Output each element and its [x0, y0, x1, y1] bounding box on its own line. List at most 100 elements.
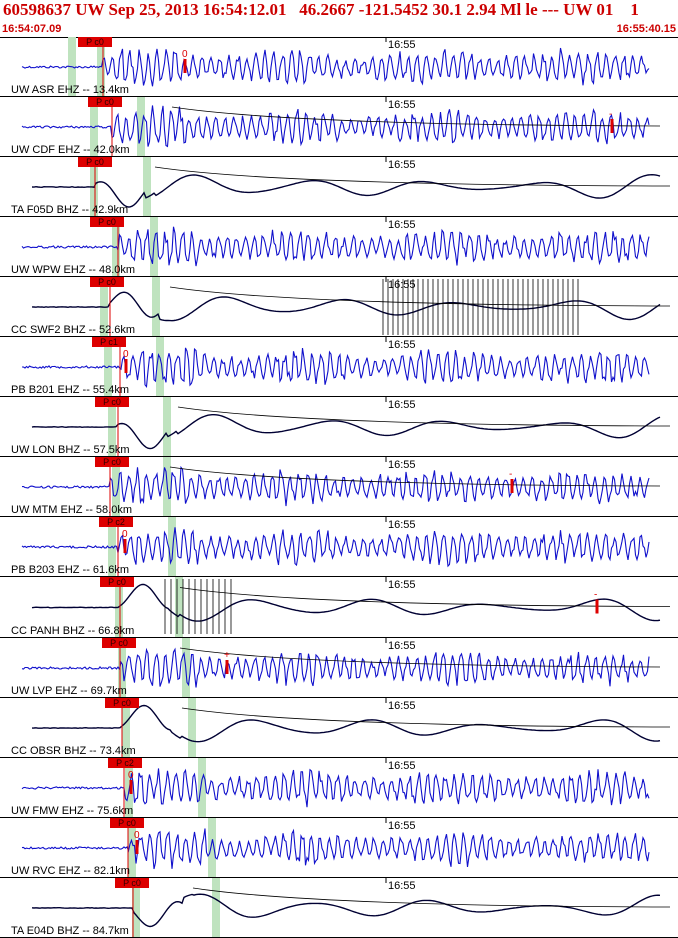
seismogram-trace [21, 47, 650, 87]
pick-window [208, 818, 216, 877]
pick-window [198, 758, 206, 817]
event-title: 60598637 UW Sep 25, 2013 16:54:12.01 46.… [3, 0, 639, 19]
pick-tag[interactable]: P c1 [92, 337, 126, 347]
pick-window [163, 397, 171, 456]
pick-tag[interactable]: P c0 [95, 457, 129, 467]
trace-panel: 0 16:55 P c2 UW FMW EHZ -- 75.6km [0, 758, 678, 818]
station-label: UW LON BHZ -- 57.5km [11, 444, 130, 456]
pick-window [132, 878, 140, 937]
station-label: UW LVP EHZ -- 69.7km [11, 685, 127, 697]
pick-tag[interactable]: P c0 [95, 397, 129, 407]
trace-panel: 16:55 P c0 UW WPW EHZ -- 48.0km [0, 217, 678, 277]
amplitude-marker [225, 660, 229, 674]
seismogram-trace [21, 527, 650, 568]
seismogram-trace [22, 347, 650, 388]
minute-tick-label: 16:55 [388, 39, 416, 51]
trace-panel: 16:55 P c0 CC SWF2 BHZ -- 52.6km [0, 277, 678, 337]
amplitude-marker [124, 359, 128, 373]
minute-tick-label: 16:55 [388, 880, 416, 892]
minute-tick-label: 16:55 [388, 579, 416, 591]
station-label: UW ASR EHZ -- 13.4km [11, 84, 129, 96]
minute-tick-label: 16:55 [388, 339, 416, 351]
pick-tag[interactable]: P c0 [90, 217, 124, 227]
amplitude-marker-label: 0 [123, 349, 129, 360]
minute-tick-label: 16:55 [388, 760, 416, 772]
amplitude-marker [183, 59, 187, 73]
amplitude-marker [123, 539, 127, 553]
amplitude-marker-label: + [224, 650, 230, 661]
station-label: CC PANH BHZ -- 66.8km [11, 625, 135, 637]
seismogram-trace [31, 414, 661, 450]
minute-tick-label: 16:55 [388, 399, 416, 411]
amplitude-marker-label: 0 [122, 529, 128, 540]
pick-tag[interactable]: P c0 [115, 878, 149, 888]
pick-tag[interactable]: P c0 [90, 277, 124, 287]
pick-tag[interactable]: P c2 [99, 517, 133, 527]
minute-tick-label: 16:55 [388, 459, 416, 471]
pick-tag[interactable]: P c0 [78, 37, 112, 47]
pick-window [212, 878, 220, 937]
pick-tag[interactable]: P c0 [88, 97, 122, 107]
pick-window [152, 277, 160, 336]
coda-envelope [169, 286, 671, 307]
minute-tick-label: 16:55 [388, 820, 416, 832]
amplitude-marker [129, 780, 133, 794]
minute-tick-label: 16:55 [388, 279, 416, 291]
station-label: PB B203 EHZ -- 61.6km [11, 564, 129, 576]
amplitude-marker [510, 479, 514, 493]
seismogram-trace [21, 105, 650, 148]
seismogram-trace [31, 893, 661, 928]
pick-window [137, 97, 145, 156]
trace-plot [31, 157, 671, 216]
trace-plot: 0 [21, 37, 650, 96]
trace-plot: - [21, 97, 661, 156]
trace-plot [21, 217, 650, 276]
amplitude-marker-label: - [609, 109, 612, 120]
pick-tag[interactable]: P c2 [108, 758, 142, 768]
trace-panel: 16:55 P c0 CC OBSR BHZ -- 73.4km [0, 698, 678, 758]
seismogram-trace [21, 226, 650, 267]
trace-panel: - 16:55 P c0 CC PANH BHZ -- 66.8km [0, 577, 678, 638]
amplitude-marker [595, 599, 599, 614]
pick-window [188, 698, 196, 757]
trace-panel: 16:55 P c0 UW LON BHZ -- 57.5km [0, 397, 678, 457]
trace-panel: 0 16:55 P c0 UW RVC EHZ -- 82.1km [0, 818, 678, 878]
amplitude-marker-label: - [594, 590, 597, 601]
station-label: UW MTM EHZ -- 58.0km [11, 504, 132, 516]
seismogram-trace [31, 173, 661, 208]
coda-envelope [177, 406, 671, 427]
trace-plot [31, 277, 671, 336]
pick-tag[interactable]: P c0 [102, 638, 136, 648]
trace-panel: 0 16:55 P c0 UW ASR EHZ -- 13.4km [0, 37, 678, 97]
trace-panel: 0 16:55 P c1 PB B201 EHZ -- 55.4km [0, 337, 678, 397]
amplitude-marker [135, 840, 139, 854]
minute-tick-label: 16:55 [388, 99, 416, 111]
pick-window [122, 698, 130, 757]
coda-envelope [179, 587, 671, 607]
pick-tag[interactable]: P c0 [105, 698, 139, 708]
amplitude-marker-label: 0 [134, 830, 140, 841]
station-label: CC SWF2 BHZ -- 52.6km [11, 324, 136, 336]
trace-plot: 0 [21, 517, 650, 576]
pick-tag[interactable]: P c0 [78, 157, 112, 167]
station-label: UW CDF EHZ -- 42.0km [11, 144, 130, 156]
trace-panel: 0 16:55 P c2 PB B203 EHZ -- 61.6km [0, 517, 678, 577]
coda-envelope [181, 707, 671, 728]
pick-window [143, 157, 151, 216]
pick-window [175, 577, 183, 637]
seismogram-trace [21, 647, 650, 688]
pick-window [90, 97, 98, 156]
coda-envelope [192, 887, 671, 908]
pick-window [128, 818, 136, 877]
seismogram-trace [31, 583, 661, 622]
trace-plot [31, 698, 671, 757]
seismogram-trace [21, 768, 650, 808]
trace-plot: + [21, 638, 661, 697]
pick-tag[interactable]: P c0 [110, 818, 144, 828]
trace-plot [31, 397, 671, 456]
trace-plot: - [21, 457, 661, 516]
pick-window [112, 457, 120, 516]
station-label: PB B201 EHZ -- 55.4km [11, 384, 129, 396]
pick-window [118, 638, 126, 697]
pick-tag[interactable]: P c0 [100, 577, 134, 587]
